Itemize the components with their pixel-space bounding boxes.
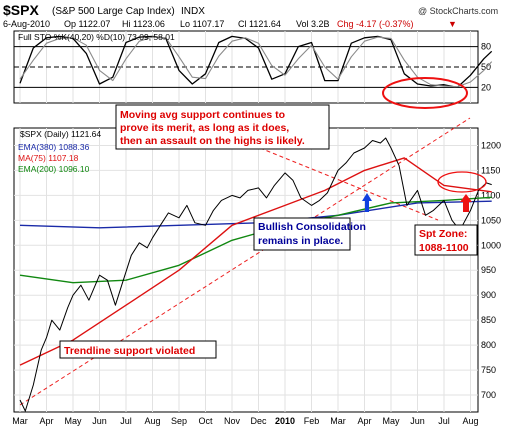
bullish-consolidation-line-1: Bullish Consolidation [258, 221, 366, 233]
bullish-consolidation-line-2: remains in place. [258, 235, 343, 247]
price-xtick-3: Jun [92, 416, 107, 426]
price-ytick-750: 750 [481, 365, 496, 375]
legend-ema200: EMA(200) 1096.10 [18, 164, 90, 174]
stochastic-ytick-80: 80 [481, 42, 491, 52]
legend-ema380: EMA(380) 1088.36 [18, 142, 90, 152]
price-ytick-700: 700 [481, 390, 496, 400]
price-ytick-800: 800 [481, 340, 496, 350]
moving-avg-annotation-line-1: Moving avg support continues to [120, 109, 285, 121]
stochastic-series-d [19, 36, 493, 88]
price-ytick-1000: 1000 [481, 240, 501, 250]
quote-date: 6-Aug-2010 [3, 19, 50, 29]
quote-open: Op 1122.07 [64, 19, 110, 29]
blue-up-arrow-icon [362, 193, 372, 212]
price-xtick-0: Mar [12, 416, 28, 426]
trendline-violated-text: Trendline support violated [64, 345, 195, 357]
price-xtick-8: Nov [224, 416, 241, 426]
price-xtick-6: Sep [171, 416, 187, 426]
price-ytick-1100: 1100 [481, 190, 500, 200]
stochastic-title: Full STO %K(40,20) %D(10) 73.09, 58.01 [18, 32, 175, 42]
quote-change: Chg -4.17 (-0.37%) [337, 19, 414, 29]
price-xtick-4: Jul [120, 416, 132, 426]
price-xtick-17: Aug [462, 416, 478, 426]
stochastic-series-k [19, 35, 493, 89]
price-xtick-9: Dec [250, 416, 267, 426]
price-title: $SPX (Daily) 1121.64 [20, 129, 101, 139]
moving-avg-annotation-line-3: then an assault on the highs is likely. [120, 135, 305, 147]
exchange-label: INDX [181, 6, 205, 17]
quote-close: Cl 1121.64 [238, 19, 281, 29]
red-up-arrow-icon [460, 194, 472, 212]
support-zone-box [414, 224, 478, 256]
price-xtick-16: Jul [438, 416, 450, 426]
quote-volume: Vol 3.2B [296, 19, 330, 29]
price-xtick-13: Apr [357, 416, 371, 426]
price-xtick-5: Aug [144, 416, 160, 426]
quote-high: Hi 1123.06 [122, 19, 165, 29]
trendline-violated-box [59, 340, 217, 359]
price-xtick-11: Feb [304, 416, 320, 426]
price-ytick-900: 900 [481, 290, 496, 300]
price-xtick-2: May [64, 416, 82, 426]
price-panel: 700 750 800 850 900 950 1000 1050 1100 1150 1200 M… [12, 104, 501, 426]
price-ytick-1200: 1200 [481, 140, 501, 150]
price-ytick-950: 950 [481, 265, 496, 275]
price-xtick-10: 2010 [275, 416, 295, 426]
stochastic-panel: 20 50 80 Full STO %K(40,20) %D(10) 73.09, … [13, 30, 493, 109]
price-ytick-1050: 1050 [481, 215, 501, 225]
price-series-ma75 [19, 157, 492, 366]
price-series-price [19, 137, 492, 412]
support-zone-line-1: Spt Zone: [419, 228, 467, 240]
quote-low: Lo 1107.17 [180, 19, 224, 29]
moving-avg-annotation-line-2: prove its merit, as long as it does, [120, 122, 289, 134]
ticker-symbol: $SPX [3, 2, 39, 18]
stochastic-oversold-circle [382, 77, 468, 109]
trendline-support [19, 117, 471, 406]
down-arrow-icon: ▼ [448, 19, 457, 29]
index-name: (S&P 500 Large Cap Index) [52, 6, 175, 17]
stochastic-ytick-20: 20 [481, 82, 491, 92]
stochastic-ytick-50: 50 [481, 62, 491, 72]
price-xtick-14: May [382, 416, 400, 426]
price-xtick-15: Jun [410, 416, 425, 426]
support-zone-circle [437, 171, 487, 193]
price-ytick-850: 850 [481, 315, 496, 325]
price-legend: $SPX (Daily) 1121.64 EMA(380) 1088.36 MA… [18, 129, 101, 174]
legend-ma75: MA(75) 1107.18 [18, 153, 79, 163]
moving-avg-annotation-box [115, 104, 330, 150]
price-xtick-7: Oct [198, 416, 213, 426]
support-zone-line-2: 1088-1100 [419, 242, 469, 254]
price-xtick-1: Apr [39, 416, 53, 426]
price-xtick-12: Mar [330, 416, 346, 426]
bullish-consolidation-box [253, 217, 351, 251]
stockcharts-credit: @ StockCharts.com [418, 6, 498, 16]
price-ytick-1150: 1150 [481, 165, 500, 175]
